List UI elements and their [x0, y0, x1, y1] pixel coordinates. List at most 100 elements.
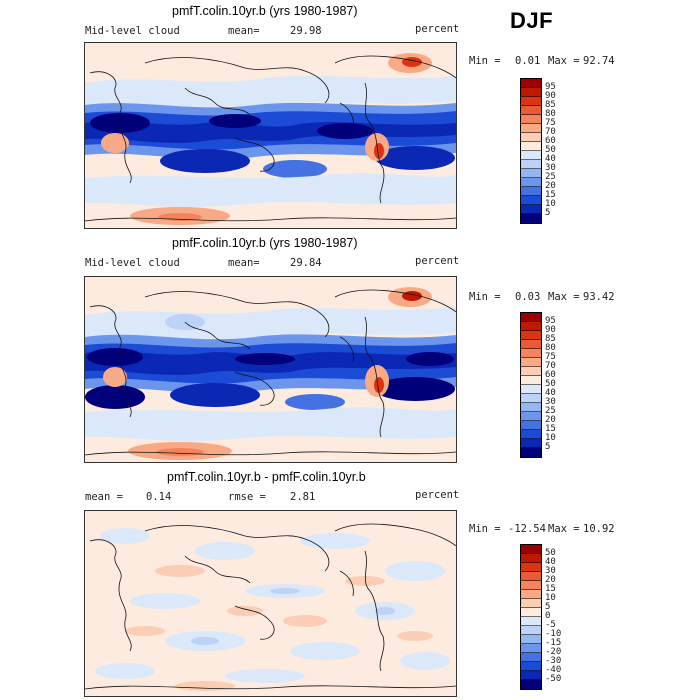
panel2-min-value: 0.03	[515, 291, 541, 303]
colorbar-swatch	[521, 439, 541, 448]
panel3-colorbar: 50 40 30 20 15 10 5 0 -5 -10 -15 -20 -30 -40 -50	[520, 544, 600, 690]
panel3-mean-value: 0.14	[146, 491, 172, 503]
panel1-map	[84, 42, 457, 229]
panel2-max-value: 93.42	[583, 291, 615, 303]
colorbar-tick-label: -15	[545, 638, 562, 648]
colorbar-tick-label: 50	[545, 379, 556, 389]
colorbar-swatch	[521, 376, 541, 385]
panel3-max-label: Max =	[548, 523, 580, 535]
colorbar-tick-label: -50	[545, 674, 562, 684]
colorbar-tick-label: 85	[545, 334, 556, 344]
colorbar-frame	[520, 312, 542, 458]
colorbar-swatch	[521, 617, 541, 626]
colorbar-swatch	[521, 635, 541, 644]
colorbar-swatch	[521, 322, 541, 331]
panel2-title: pmfF.colin.10yr.b (yrs 1980-1987)	[172, 236, 358, 250]
season-label: DJF	[510, 8, 554, 33]
colorbar-tick-label: 15	[545, 584, 556, 594]
panel2-units: percent	[415, 255, 460, 267]
colorbar-swatch	[521, 653, 541, 662]
colorbar-tick-label: 95	[545, 316, 556, 326]
colorbar-swatch	[521, 581, 541, 590]
colorbar-tick-label: 20	[545, 181, 556, 191]
colorbar-swatch	[521, 394, 541, 403]
colorbar-swatch	[521, 421, 541, 430]
colorbar-frame	[520, 78, 542, 224]
colorbar-swatch	[521, 671, 541, 680]
colorbar-tick-label: 70	[545, 361, 556, 371]
colorbar-swatch	[521, 115, 541, 124]
colorbar-swatch	[521, 385, 541, 394]
colorbar-tick-label: 95	[545, 82, 556, 92]
colorbar-tick-label: -20	[545, 647, 562, 657]
colorbar-tick-label: 40	[545, 154, 556, 164]
panel1-max-label: Max =	[548, 55, 580, 67]
panel3-mean-label: mean =	[85, 491, 123, 503]
panel1-min-value: 0.01	[515, 55, 541, 67]
panel3-units: percent	[415, 489, 460, 501]
colorbar-tick-label: 80	[545, 343, 556, 353]
colorbar-swatch	[521, 554, 541, 563]
colorbar-swatch	[521, 662, 541, 671]
colorbar-swatch	[521, 430, 541, 439]
panel1-mean-label: mean=	[228, 25, 260, 37]
panel3-rmse-value: 2.81	[290, 491, 316, 503]
colorbar-swatch	[521, 106, 541, 115]
colorbar-tick-label: 90	[545, 325, 556, 335]
colorbar-tick-label: 40	[545, 388, 556, 398]
colorbar-tick-label: -30	[545, 656, 562, 666]
colorbar-swatch	[521, 680, 541, 689]
panel2-map	[84, 276, 457, 463]
colorbar-tick-label: 30	[545, 566, 556, 576]
colorbar-swatch	[521, 187, 541, 196]
colorbar-swatch	[521, 358, 541, 367]
colorbar-swatch	[521, 178, 541, 187]
colorbar-swatch	[521, 403, 541, 412]
colorbar-swatch	[521, 133, 541, 142]
colorbar-tick-label: 60	[545, 370, 556, 380]
colorbar-tick-label: 0	[545, 611, 551, 621]
colorbar-tick-label: 70	[545, 127, 556, 137]
colorbar-swatch	[521, 160, 541, 169]
colorbar-swatch	[521, 340, 541, 349]
colorbar-swatch	[521, 572, 541, 581]
colorbar-tick-label: 30	[545, 163, 556, 173]
colorbar-swatch	[521, 142, 541, 151]
colorbar-tick-label: 25	[545, 172, 556, 182]
colorbar-swatch	[521, 88, 541, 97]
colorbar-tick-label: 75	[545, 118, 556, 128]
colorbar-tick-label: 25	[545, 406, 556, 416]
colorbar-tick-label: 90	[545, 91, 556, 101]
colorbar-swatch	[521, 367, 541, 376]
colorbar-tick-label: 10	[545, 199, 556, 209]
colorbar-tick-label: 50	[545, 548, 556, 558]
panel2-mean-label: mean=	[228, 257, 260, 269]
colorbar-tick-label: -40	[545, 665, 562, 675]
colorbar-swatch	[521, 563, 541, 572]
colorbar-swatch	[521, 196, 541, 205]
colorbar-swatch	[521, 349, 541, 358]
panel1-max-value: 92.74	[583, 55, 615, 67]
colorbar-swatch	[521, 151, 541, 160]
colorbar-swatch	[521, 626, 541, 635]
colorbar-tick-label: 15	[545, 424, 556, 434]
panel2-colorbar: 95 90 85 80 75 70 60 50 40 30 25 20 15 10 5	[520, 312, 600, 458]
colorbar-tick-label: -5	[545, 620, 556, 630]
colorbar-swatch	[521, 97, 541, 106]
panel3-max-value: 10.92	[583, 523, 615, 535]
colorbar-frame	[520, 544, 542, 690]
colorbar-swatch	[521, 331, 541, 340]
panel1-field-label: Mid-level cloud	[85, 25, 180, 37]
colorbar-swatch	[521, 608, 541, 617]
colorbar-tick-label: 10	[545, 593, 556, 603]
panel1-title: pmfT.colin.10yr.b (yrs 1980-1987)	[172, 4, 358, 18]
colorbar-tick-label: 20	[545, 415, 556, 425]
colorbar-swatch	[521, 448, 541, 457]
panel1-min-label: Min =	[469, 55, 501, 67]
colorbar-tick-label: 10	[545, 433, 556, 443]
panel2-min-label: Min =	[469, 291, 501, 303]
colorbar-tick-label: 5	[545, 208, 551, 218]
colorbar-tick-label: 85	[545, 100, 556, 110]
colorbar-tick-label: 60	[545, 136, 556, 146]
panel3-min-label: Min =	[469, 523, 501, 535]
